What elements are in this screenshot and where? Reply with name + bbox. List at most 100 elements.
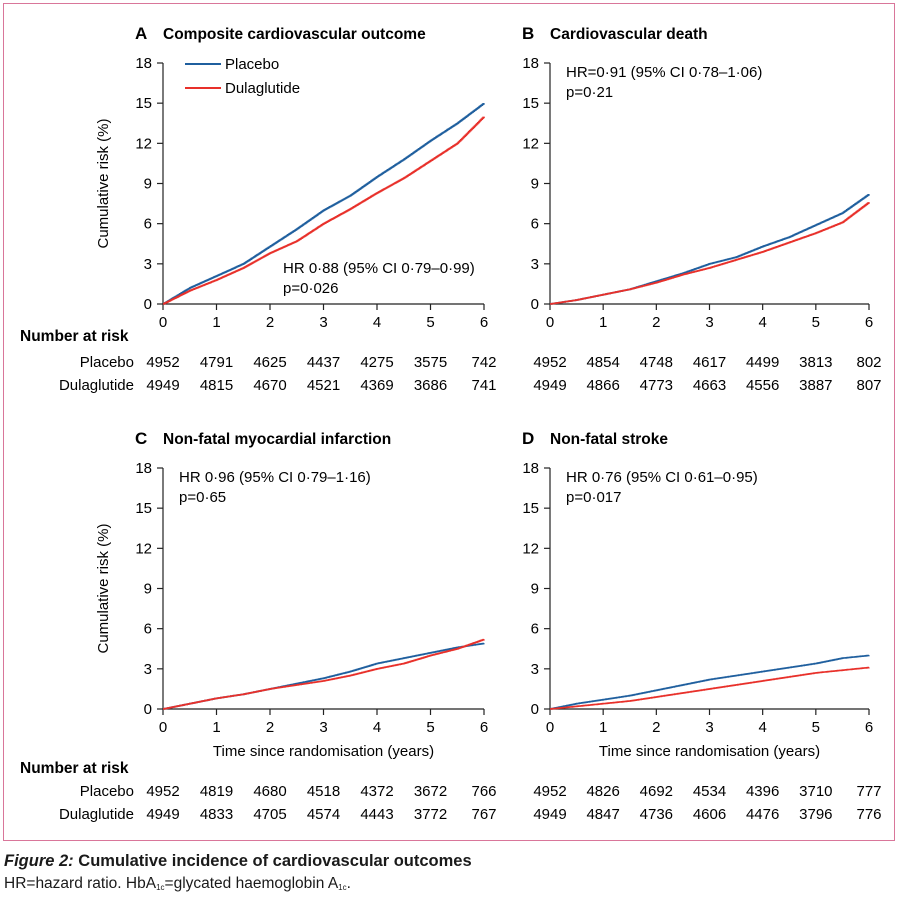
panel-b-xtick-label: 4 (758, 314, 766, 331)
at-risk-row-label-dulaglutide: Dulaglutide (59, 806, 134, 823)
panel-c-ytick-label: 9 (144, 581, 152, 598)
panel-b-xtick-label: 1 (599, 314, 607, 331)
panel-c-ytick-label: 6 (144, 621, 152, 638)
panel-a-at-risk-placebo-value: 3575 (414, 354, 447, 371)
panel-a-ytick-label: 3 (144, 256, 152, 273)
panel-d-at-risk-placebo-value: 777 (856, 783, 881, 800)
panel-d-at-risk-dulaglutide-value: 4736 (640, 806, 673, 823)
panel-d-ytick-label: 0 (531, 701, 539, 718)
panel-d-at-risk-placebo-value: 4534 (693, 783, 726, 800)
panel-b-at-risk-placebo-value: 4854 (586, 354, 619, 371)
panel-d-ytick-label: 9 (531, 581, 539, 598)
panel-a-at-risk-dulaglutide-value: 741 (471, 377, 496, 394)
panel-c-at-risk-dulaglutide-value: 4833 (200, 806, 233, 823)
at-risk-row-label-placebo: Placebo (80, 354, 134, 371)
panel-c-at-risk-dulaglutide-value: 4574 (307, 806, 340, 823)
panel-d-at-risk-dulaglutide-value: 776 (856, 806, 881, 823)
panel-a-xtick-label: 6 (480, 314, 488, 331)
panel-d-at-risk-dulaglutide-value: 3796 (799, 806, 832, 823)
panel-d-xtick-label: 0 (546, 719, 554, 736)
panel-a-ytick-label: 6 (144, 216, 152, 233)
panel-b-ytick-label: 0 (531, 296, 539, 313)
panel-a-xtick-label: 0 (159, 314, 167, 331)
panel-c-xtick-label: 0 (159, 719, 167, 736)
panel-c-at-risk-placebo-value: 3672 (414, 783, 447, 800)
panel-b-xtick-label: 3 (705, 314, 713, 331)
panel-a-placebo-curve (163, 103, 485, 305)
panel-d-placebo-curve (550, 654, 870, 710)
panel-a-ytick-label: 15 (135, 95, 152, 112)
panel-d-xtick-label: 1 (599, 719, 607, 736)
panel-c-at-risk-placebo-value: 766 (471, 783, 496, 800)
panel-b-at-risk-placebo-value: 4952 (533, 354, 566, 371)
caption-title: Figure 2: Cumulative incidence of cardio… (4, 852, 884, 871)
panel-d-xtick-label: 2 (652, 719, 660, 736)
panel-b-title: Cardiovascular death (550, 26, 708, 43)
panel-b-ytick-label: 6 (531, 216, 539, 233)
panel-b-at-risk-placebo-value: 802 (856, 354, 881, 371)
panel-d-ytick-label: 3 (531, 661, 539, 678)
panel-d-at-risk-dulaglutide-value: 4949 (533, 806, 566, 823)
caption-abbrev: HR=hazard ratio. HbA (4, 875, 157, 892)
panel-a-letter: A (135, 24, 147, 43)
panel-a-annotation-line: HR 0·88 (95% CI 0·79–0·99) (283, 260, 475, 277)
panel-a-at-risk-placebo-value: 4791 (200, 354, 233, 371)
panel-a-annotation-line: p=0·026 (283, 280, 338, 297)
panel-b-at-risk-dulaglutide-value: 4773 (640, 377, 673, 394)
panel-c-at-risk-placebo-value: 4372 (360, 783, 393, 800)
number-at-risk-label: Number at risk (20, 760, 129, 777)
panel-a-at-risk-placebo-value: 742 (471, 354, 496, 371)
panel-a-at-risk-dulaglutide-value: 4949 (146, 377, 179, 394)
panel-c-xtick-label: 2 (266, 719, 274, 736)
at-risk-row-label-placebo: Placebo (80, 783, 134, 800)
panel-a-at-risk-dulaglutide-value: 4815 (200, 377, 233, 394)
panel-a-at-risk-placebo-value: 4437 (307, 354, 340, 371)
panel-d-xtick-label: 3 (705, 719, 713, 736)
panel-a-ytick-label: 0 (144, 296, 152, 313)
panel-a-dulaglutide-curve (163, 116, 485, 305)
panel-b-ytick-label: 9 (531, 176, 539, 193)
panel-b-xtick-label: 6 (865, 314, 873, 331)
panel-c-at-risk-placebo-value: 4819 (200, 783, 233, 800)
panel-b-xtick-label: 0 (546, 314, 554, 331)
panel-a-xtick-label: 5 (426, 314, 434, 331)
panel-a-ytick-label: 12 (135, 135, 152, 152)
panel-c-at-risk-dulaglutide-value: 767 (471, 806, 496, 823)
panel-b-ytick-label: 12 (522, 135, 539, 152)
panel-c-ytick-label: 3 (144, 661, 152, 678)
panel-d-at-risk-dulaglutide-value: 4847 (586, 806, 619, 823)
legend-label-placebo: Placebo (225, 56, 279, 73)
panel-b-at-risk-placebo-value: 4748 (640, 354, 673, 371)
panel-c-at-risk-placebo-value: 4518 (307, 783, 340, 800)
panel-b-annotation-line: HR=0·91 (95% CI 0·78–1·06) (566, 64, 762, 81)
panel-a-ytick-label: 18 (135, 55, 152, 72)
panel-b-xtick-label: 2 (652, 314, 660, 331)
panel-a-xtick-label: 3 (319, 314, 327, 331)
number-at-risk-label: Number at risk (20, 328, 129, 345)
caption-title-text: Cumulative incidence of cardiovascular o… (78, 852, 472, 870)
panel-c-xtick-label: 3 (319, 719, 327, 736)
panel-d-ytick-label: 15 (522, 500, 539, 517)
panel-b-ytick-label: 15 (522, 95, 539, 112)
panel-c-xlabel: Time since randomisation (years) (213, 743, 434, 760)
caption-end: . (346, 875, 351, 892)
panel-b-annotation-line: p=0·21 (566, 84, 613, 101)
panel-b-ytick-label: 3 (531, 256, 539, 273)
caption-mid: =glycated haemoglobin A (164, 875, 339, 892)
panel-a-title: Composite cardiovascular outcome (163, 26, 426, 43)
panel-a-ylabel: Cumulative risk (%) (95, 118, 112, 248)
figure-canvas: A Composite cardiovascular outcome0369121… (20, 24, 882, 823)
panel-b-at-risk-dulaglutide-value: 4663 (693, 377, 726, 394)
panel-d-annotation-line: HR 0·76 (95% CI 0·61–0·95) (566, 469, 758, 486)
panel-c-ytick-label: 15 (135, 500, 152, 517)
caption-text: HR=hazard ratio. HbA1c=glycated haemoglo… (4, 875, 884, 893)
panel-c-annotation-line: HR 0·96 (95% CI 0·79–1·16) (179, 469, 371, 486)
panel-a-xtick-label: 1 (212, 314, 220, 331)
panel-c-dulaglutide-curve (163, 638, 485, 710)
panel-a-at-risk-dulaglutide-value: 4369 (360, 377, 393, 394)
panel-b-dulaglutide-curve (550, 202, 870, 305)
panel-d-xlabel: Time since randomisation (years) (599, 743, 820, 760)
panel-c-at-risk-dulaglutide-value: 4705 (253, 806, 286, 823)
panel-d-at-risk-placebo-value: 4396 (746, 783, 779, 800)
panel-b-at-risk-placebo-value: 3813 (799, 354, 832, 371)
